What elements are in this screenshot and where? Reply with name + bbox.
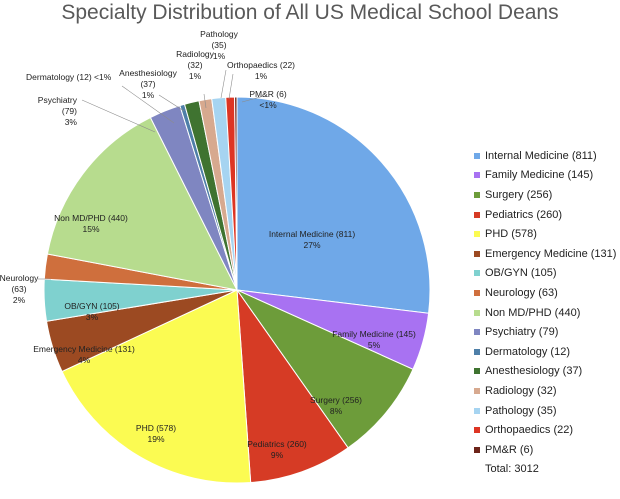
legend-total: Total: 3012 xyxy=(485,462,539,475)
legend-swatch xyxy=(474,387,480,394)
legend-item: Neurology (63) xyxy=(474,283,620,303)
legend: Internal Medicine (811) Family Medicine (… xyxy=(474,146,620,475)
legend-label: Psychiatry (79) xyxy=(485,326,559,339)
slice-label: OB/GYN (105) 3% xyxy=(64,301,119,322)
pie-slice xyxy=(234,96,238,291)
legend-label: Pathology (35) xyxy=(485,404,557,417)
slice-label: Anesthesiology (37) 1% xyxy=(119,68,177,100)
legend-swatch xyxy=(474,250,480,257)
legend-label: Family Medicine (145) xyxy=(485,169,594,182)
slice-label: Orthopaedics (22) 1% xyxy=(227,60,295,81)
legend-label: Surgery (256) xyxy=(485,188,553,201)
legend-items: Internal Medicine (811) Family Medicine (… xyxy=(474,146,620,460)
pie-slice xyxy=(236,96,431,314)
legend-label: Dermatology (12) xyxy=(485,345,570,358)
legend-item: Pediatrics (260) xyxy=(474,205,620,225)
callout-line xyxy=(228,73,234,100)
legend-swatch xyxy=(474,270,480,277)
legend-swatch xyxy=(474,289,480,296)
slice-label: Dermatology (12) <1% xyxy=(26,72,112,82)
callout-line xyxy=(220,69,227,99)
slice-label: Emergency Medicine (131) 4% xyxy=(33,344,135,365)
legend-item: Orthopaedics (22) xyxy=(474,420,620,440)
callout-line xyxy=(158,94,185,112)
legend-swatch xyxy=(474,152,480,159)
slice-label: Non MD/PHD (440) 15% xyxy=(54,213,128,234)
legend-swatch xyxy=(474,446,480,453)
legend-item: Anesthesiology (37) xyxy=(474,362,620,382)
slice-label: Pediatrics (260) 9% xyxy=(247,439,307,460)
legend-item: Pathology (35) xyxy=(474,401,620,421)
slice-label: Psychiatry (79) 3% xyxy=(38,95,78,127)
legend-item: Dermatology (12) xyxy=(474,342,620,362)
legend-swatch xyxy=(474,309,480,316)
legend-swatch xyxy=(474,172,480,179)
callout-line xyxy=(203,93,207,109)
chart-title: Specialty Distribution of All US Medical… xyxy=(61,1,559,24)
legend-label: Anesthesiology (37) xyxy=(485,365,583,378)
legend-swatch xyxy=(474,231,480,238)
legend-item: Psychiatry (79) xyxy=(474,322,620,342)
callout-line xyxy=(241,95,265,103)
pie-slice xyxy=(236,288,349,484)
legend-swatch xyxy=(474,191,480,198)
slice-label: Pathology (35) 1% xyxy=(200,29,239,61)
legend-label: OB/GYN (105) xyxy=(485,267,557,280)
slice-label: Surgery (256) 8% xyxy=(310,395,362,416)
legend-label: Radiology (32) xyxy=(485,384,557,397)
legend-swatch xyxy=(474,407,480,414)
pie-slice xyxy=(235,288,414,449)
legend-swatch xyxy=(474,329,480,336)
slice-label: Internal Medicine (811) 27% xyxy=(269,229,355,250)
legend-swatch xyxy=(474,211,480,218)
legend-item: Emergency Medicine (131) xyxy=(474,244,620,264)
slice-label: Neurology (63) 2% xyxy=(0,273,39,305)
legend-swatch xyxy=(474,368,480,375)
legend-label: Neurology (63) xyxy=(485,286,558,299)
legend-label: Internal Medicine (811) xyxy=(485,149,597,162)
legend-label: Emergency Medicine (131) xyxy=(485,247,617,260)
legend-swatch xyxy=(474,427,480,434)
legend-item: OB/GYN (105) xyxy=(474,264,620,284)
legend-label: Orthopaedics (22) xyxy=(485,424,574,437)
slice-label: PHD (578) 19% xyxy=(136,423,176,444)
legend-label: Non MD/PHD (440) xyxy=(485,306,581,319)
legend-item: Internal Medicine (811) xyxy=(474,146,620,166)
legend-item: Radiology (32) xyxy=(474,381,620,401)
legend-item: PM&R (6) xyxy=(474,440,620,460)
legend-item: Family Medicine (145) xyxy=(474,166,620,186)
legend-swatch xyxy=(474,348,480,355)
callout-line xyxy=(121,85,175,124)
legend-label: PHD (578) xyxy=(485,228,537,241)
pie-slice xyxy=(46,116,238,291)
legend-label: PM&R (6) xyxy=(485,443,534,456)
slice-label: PM&R (6) <1% xyxy=(249,89,286,110)
pie-slice xyxy=(61,289,252,484)
legend-item: PHD (578) xyxy=(474,224,620,244)
slice-label: Radiology (32) 1% xyxy=(176,49,215,81)
legend-item: Non MD/PHD (440) xyxy=(474,303,620,323)
callout-line xyxy=(81,99,156,133)
slice-label: Family Medicine (145) 5% xyxy=(332,329,416,350)
legend-label: Pediatrics (260) xyxy=(485,208,563,221)
legend-item: Surgery (256) xyxy=(474,185,620,205)
